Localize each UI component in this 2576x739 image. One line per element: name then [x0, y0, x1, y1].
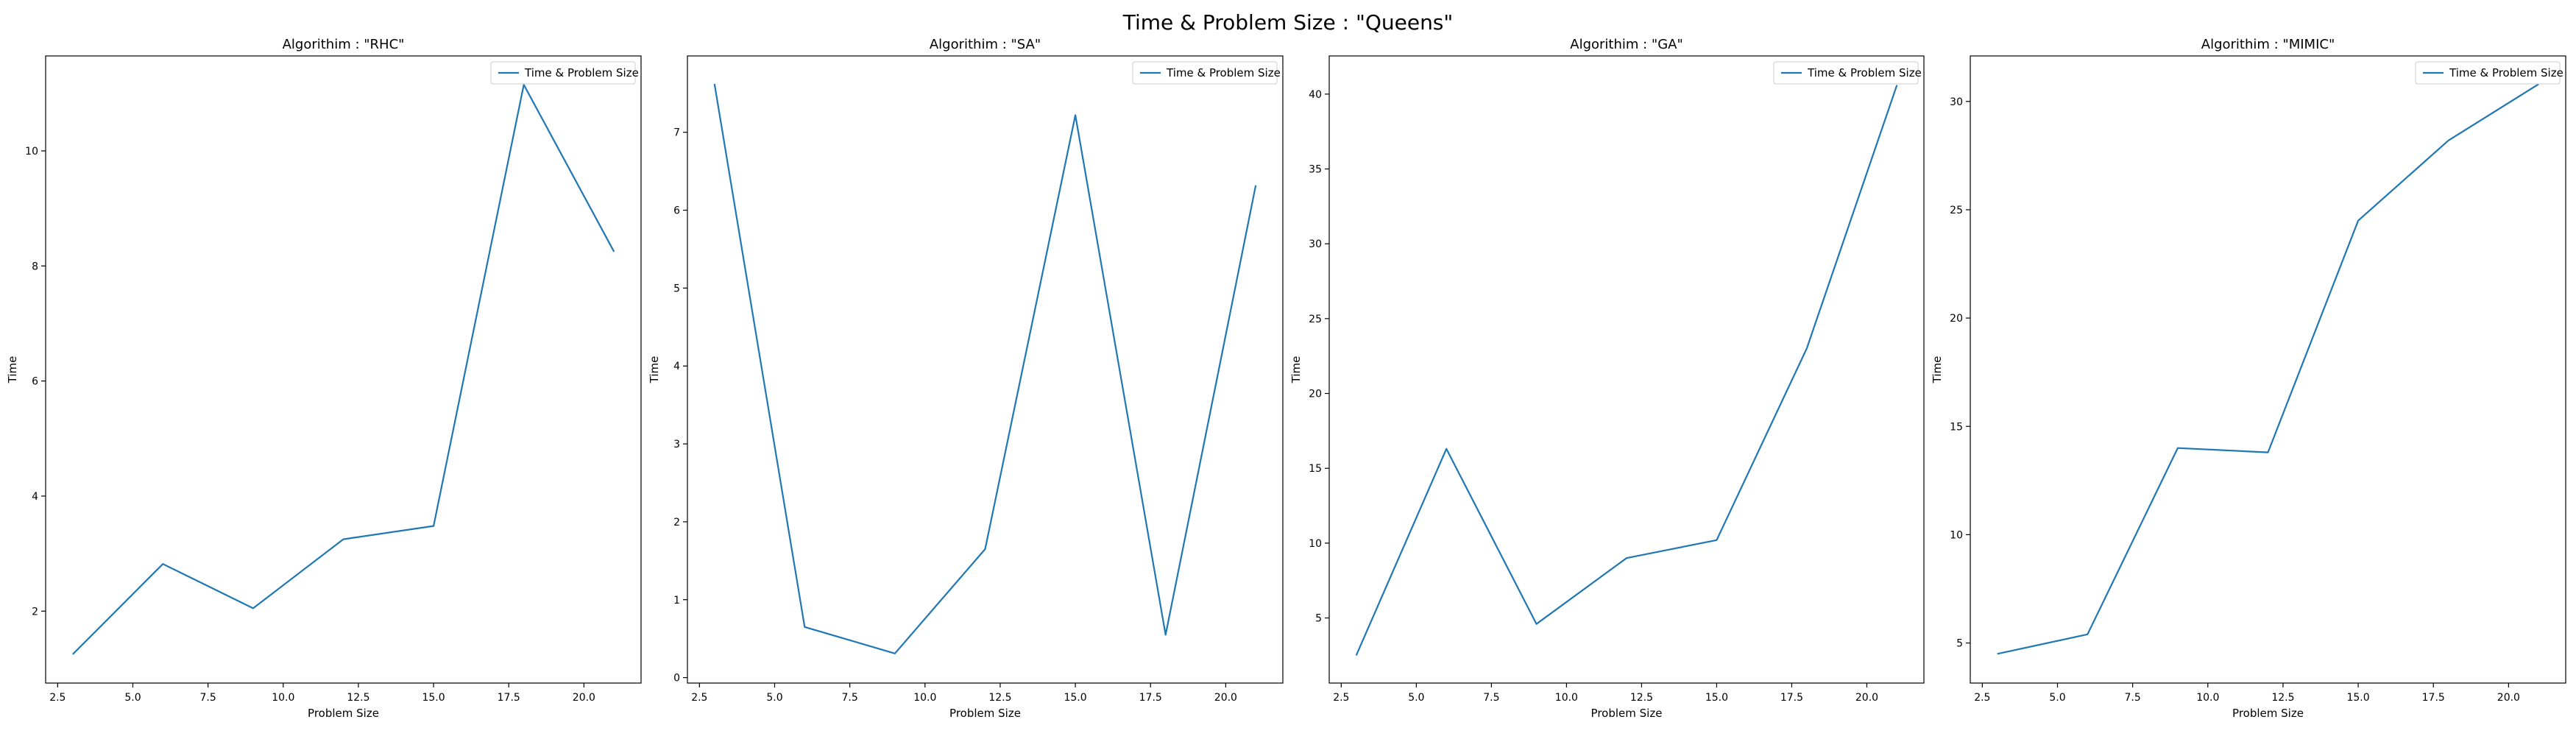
y-tick-label: 0 — [673, 673, 680, 685]
legend-label: Time & Problem Size — [2449, 66, 2563, 79]
x-tick-label: 5.0 — [1408, 692, 1424, 704]
legend-box — [1773, 61, 1919, 85]
y-tick-label: 30 — [1309, 238, 1322, 250]
subplot-2: Algorithim : "SA"2.5 5.0 7.5 10.0 12.5 15.0 17… — [648, 37, 1284, 720]
y-tick-label: 25 — [1309, 314, 1322, 325]
subplot-1: Algorithim : "RHC" 2.5 5.0 7.5 10.0 12.5 15.0 1… — [6, 37, 642, 720]
x-tick-label: 10.0 — [913, 692, 936, 704]
y-tick-label: 10 — [1950, 529, 1963, 541]
subplot-3: Algorithim : "GA" 2.5 5.0 7.5 10.0 12.5 15.0 17… — [1289, 37, 1925, 720]
legend-label: Time & Problem Size — [1807, 66, 1922, 79]
x-tick-label: 12.5 — [988, 692, 1011, 704]
legend: Time & Problem Size — [1132, 61, 1281, 85]
x-tick-label: 17.5 — [498, 692, 520, 704]
legend-box — [1132, 61, 1278, 85]
series-line — [713, 83, 1257, 654]
subplot-4: Algorithim : "MIMIC" 2.5 5.0 7.5 10.0 12.5 15.… — [1931, 37, 2566, 720]
x-tick-label: 20.0 — [2497, 692, 2520, 704]
x-tick-label: 5.0 — [2049, 692, 2065, 704]
x-tick-label: 2.5 — [691, 692, 707, 704]
x-tick-label: 12.5 — [347, 692, 369, 704]
y-tick-label: 5 — [1315, 613, 1322, 625]
series-line — [72, 83, 615, 655]
x-axis-label: Problem Size — [308, 707, 379, 720]
x-tick-label: 20.0 — [1214, 692, 1237, 704]
legend-box — [2415, 61, 2561, 85]
x-axis-label: Problem Size — [1591, 707, 1663, 720]
y-tick-label: 35 — [1309, 164, 1322, 176]
y-tick-label: 15 — [1309, 463, 1322, 475]
x-axis-label: Problem Size — [949, 707, 1021, 720]
y-tick-label: 7 — [673, 127, 680, 139]
legend: Time & Problem Size — [490, 61, 639, 85]
x-tick-label: 12.5 — [2271, 692, 2294, 704]
y-tick-label: 2 — [32, 606, 38, 618]
x-tick-label: 10.0 — [2196, 692, 2219, 704]
y-tick-label: 30 — [1950, 96, 1963, 108]
subplot-title: Algorithim : "RHC" — [283, 37, 405, 52]
legend-box — [490, 61, 636, 85]
y-tick-label: 5 — [1956, 638, 1963, 650]
y-tick-label: 25 — [1950, 205, 1963, 216]
y-tick-label: 40 — [1309, 89, 1322, 101]
y-tick-label: 6 — [673, 205, 680, 217]
y-axis-label: Time — [6, 356, 19, 384]
y-tick-label: 8 — [32, 261, 38, 272]
y-axis-label: Time — [1931, 356, 1944, 384]
y-tick-label: 20 — [1950, 313, 1963, 325]
x-tick-label: 10.0 — [1555, 692, 1578, 704]
y-tick-label: 6 — [32, 376, 38, 388]
y-tick-label: 3 — [673, 439, 680, 450]
y-tick-label: 10 — [25, 146, 38, 158]
x-tick-label: 2.5 — [1974, 692, 1990, 704]
y-axis-label: Time — [1289, 356, 1303, 384]
y-axis-label: Time — [648, 356, 661, 384]
x-tick-label: 12.5 — [1630, 692, 1653, 704]
axes-frame — [45, 55, 642, 684]
x-tick-label: 15.0 — [1705, 692, 1728, 704]
y-tick-label: 15 — [1950, 421, 1963, 433]
subplot-title: Algorithim : "MIMIC" — [2201, 37, 2335, 52]
y-tick-label: 4 — [673, 361, 680, 372]
axes-frame — [1970, 55, 2566, 684]
y-tick-label: 4 — [32, 491, 38, 503]
x-axis-label: Problem Size — [2232, 707, 2304, 720]
x-tick-label: 2.5 — [1333, 692, 1349, 704]
x-tick-label: 17.5 — [1780, 692, 1803, 704]
subplot-title: Algorithim : "SA" — [930, 37, 1041, 52]
x-tick-label: 7.5 — [1483, 692, 1499, 704]
x-tick-label: 15.0 — [1064, 692, 1086, 704]
y-tick-label: 5 — [673, 283, 680, 294]
x-tick-label: 20.0 — [1855, 692, 1878, 704]
x-tick-label: 7.5 — [2125, 692, 2141, 704]
x-tick-label: 2.5 — [49, 692, 66, 704]
x-tick-label: 7.5 — [200, 692, 216, 704]
x-tick-label: 20.0 — [573, 692, 595, 704]
subplot-title: Algorithim : "GA" — [1570, 37, 1682, 52]
legend-label: Time & Problem Size — [1166, 66, 1281, 79]
x-tick-label: 17.5 — [1139, 692, 1162, 704]
legend: Time & Problem Size — [1773, 61, 1922, 85]
y-tick-label: 20 — [1309, 389, 1322, 400]
y-tick-label: 10 — [1309, 538, 1322, 550]
x-tick-label: 15.0 — [2346, 692, 2369, 704]
x-tick-label: 5.0 — [766, 692, 782, 704]
axes-frame — [1328, 55, 1925, 684]
x-tick-label: 17.5 — [2422, 692, 2445, 704]
x-tick-label: 15.0 — [422, 692, 445, 704]
x-tick-label: 10.0 — [272, 692, 294, 704]
series-line — [1997, 83, 2539, 655]
figure-title: Time & Problem Size : "Queens" — [1122, 10, 1454, 35]
x-tick-label: 7.5 — [842, 692, 858, 704]
legend-label: Time & Problem Size — [524, 66, 639, 79]
y-tick-label: 2 — [673, 517, 680, 528]
x-tick-label: 5.0 — [124, 692, 141, 704]
y-tick-label: 1 — [673, 595, 680, 607]
series-line — [1355, 85, 1898, 656]
legend: Time & Problem Size — [2415, 61, 2563, 85]
axes-frame — [687, 55, 1284, 684]
